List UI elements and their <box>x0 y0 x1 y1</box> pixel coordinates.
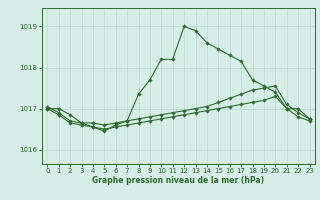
X-axis label: Graphe pression niveau de la mer (hPa): Graphe pression niveau de la mer (hPa) <box>92 176 264 185</box>
